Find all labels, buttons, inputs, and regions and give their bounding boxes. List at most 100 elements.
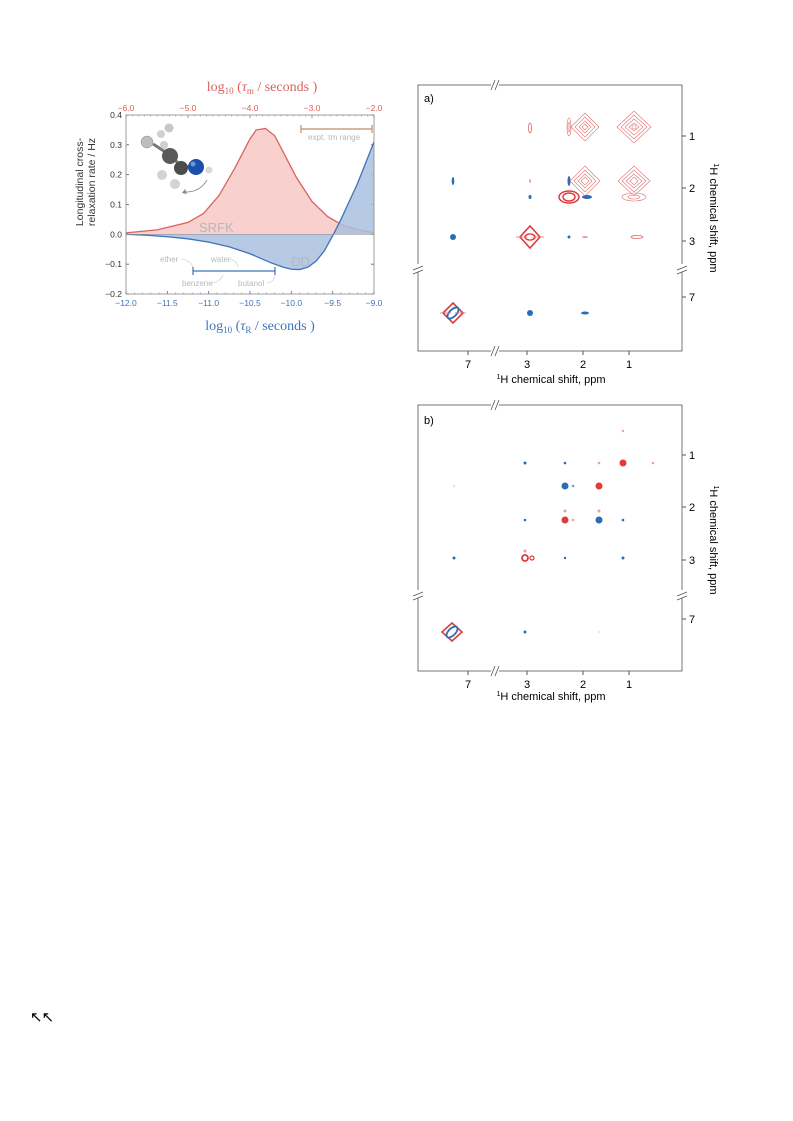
plot-frame (125, 114, 375, 295)
cross-peak (581, 311, 589, 315)
x-tick-label: −11.5 (157, 298, 178, 308)
x-axis-title: 1H chemical shift, ppm (496, 691, 605, 703)
nmr-spectrum-a-svg: a) 7 3 2 1 1 2 3 7 1H chemical shift, pp… (412, 79, 719, 386)
y-tick-label: 0.4 (110, 110, 122, 120)
nmr-spectrum-b: b) 7 3 2 1 1 2 3 7 1H chemical shift, pp… (406, 399, 736, 710)
cross-peak (621, 556, 625, 560)
x-tick-label: −9.0 (366, 298, 383, 308)
cross-peak (527, 310, 533, 316)
x-tick-label: 7 (465, 679, 471, 691)
y-tick-label: 0.0 (110, 229, 122, 239)
x-tick-label: 3 (524, 679, 530, 691)
dd-label: DD (291, 254, 310, 269)
cross-peak (523, 518, 527, 522)
plot-frame (417, 84, 683, 352)
relaxation-rate-chart: log10 (τm / seconds ) −6.0 −5.0 −4.0 −3.0 −2… (74, 80, 383, 335)
cross-peak (523, 461, 527, 465)
cross-peak (621, 429, 625, 433)
x-axis-break-bottom (490, 345, 500, 357)
y-tick-label: 7 (689, 614, 695, 626)
cross-peak (571, 484, 575, 488)
cross-peak (453, 485, 455, 487)
nmr-spectrum-b-svg: b) 7 3 2 1 1 2 3 7 1H chemical shift, pp… (412, 399, 719, 703)
x-axis-title: 1H chemical shift, ppm (496, 374, 605, 386)
y-tick-label: 3 (689, 555, 695, 567)
x2-tick-label: −3.0 (304, 103, 321, 113)
top-axis-ticks: −6.0 −5.0 −4.0 −3.0 −2.0 (118, 103, 383, 118)
back-arrows-icon[interactable]: ↖↖ (30, 1008, 54, 1026)
series-area-dd (126, 141, 374, 270)
y-tick-label: −0.1 (105, 259, 122, 269)
x-axis-break-top (490, 399, 500, 411)
x-tick-label: −10.0 (281, 298, 303, 308)
x-axis-ticks: 7 3 2 1 (465, 671, 632, 691)
x-tick-label: 2 (580, 679, 586, 691)
series-layer (125, 127, 375, 271)
cross-peak (598, 631, 600, 633)
y-tick-label: 2 (689, 502, 695, 514)
x-tick-label: 3 (524, 359, 530, 371)
y-tick-label: 1 (689, 131, 695, 143)
solvent-viscosity-bracket: ether water benzene butanol (160, 255, 276, 288)
cross-peak (528, 195, 532, 199)
x2-tick-label: −5.0 (180, 103, 197, 113)
relaxation-rate-figure: log10 (τm / seconds ) −6.0 −5.0 −4.0 −3.0 −2… (72, 72, 392, 342)
x-tick-label: −10.5 (239, 298, 261, 308)
cross-peak (566, 117, 572, 137)
solvent-water: water (210, 255, 231, 264)
y-tick-label: 7 (689, 292, 695, 304)
panel-label: b) (424, 415, 434, 427)
diagonal-peak (521, 554, 535, 562)
diagonal-peak (440, 621, 464, 643)
x-tick-label: 1 (626, 359, 632, 371)
series-line-srfk (125, 127, 375, 234)
y-axis-title-line1: Longitudinal cross- (74, 137, 86, 226)
cross-peak (567, 235, 571, 239)
cross-peak (570, 112, 600, 142)
x-axis-break-top (490, 79, 500, 91)
cross-peaks (440, 110, 652, 325)
cross-peak (567, 176, 571, 186)
y-tick-label: 3 (689, 236, 695, 248)
cross-peak (597, 461, 601, 465)
cross-peak (529, 179, 531, 183)
cross-peak (523, 549, 527, 553)
cross-peak (651, 461, 655, 465)
cross-peak (595, 482, 603, 490)
diagonal-peak (558, 190, 580, 204)
cross-peak (528, 122, 532, 134)
cross-peak (621, 192, 647, 202)
y-axis-title: 1H chemical shift, ppm (707, 485, 719, 594)
expt-range-bracket: expt. τm range (300, 125, 373, 142)
srfk-label: SRFK (199, 220, 234, 235)
y-axis-break-right (676, 264, 688, 275)
x-tick-label: −11.0 (198, 298, 219, 308)
series-line-dd (125, 141, 375, 271)
cross-peak (563, 461, 567, 465)
y-tick-label: 2 (689, 183, 695, 195)
nmr-spectrum-a: a) 7 3 2 1 1 2 3 7 1H chemical shift, pp… (406, 79, 736, 390)
x-tick-label: −12.0 (115, 298, 137, 308)
cross-peak (561, 516, 569, 524)
x2-tick-label: −4.0 (242, 103, 259, 113)
cross-peak (561, 482, 569, 490)
bottom-axis-ticks: −12.0 −11.5 −11.0 −10.5 −10.0 −9.5 −9.0 (115, 291, 383, 308)
cross-peak (630, 235, 644, 239)
cross-peak (451, 177, 455, 185)
y-axis-ticks: 1 2 3 7 (682, 450, 695, 626)
y-tick-label: 0.3 (110, 140, 122, 150)
cross-peak (582, 195, 592, 199)
plot-frame (417, 404, 683, 672)
y-axis-break-left (412, 264, 424, 275)
cross-peak (582, 236, 588, 238)
diagonal-peak (440, 301, 466, 325)
top-axis-title: log10 (τm / seconds ) (207, 80, 318, 96)
y-axis-title-line2: relaxation rate / Hz (86, 138, 98, 226)
x-axis-ticks: 7 3 2 1 (465, 351, 632, 371)
y-tick-label: 1 (689, 450, 695, 462)
x2-tick-label: −6.0 (118, 103, 135, 113)
y-tick-label: 0.2 (110, 170, 122, 180)
cross-peak (450, 234, 456, 240)
y-axis-break-left (412, 590, 424, 601)
y-axis-title: 1H chemical shift, ppm (707, 163, 719, 272)
